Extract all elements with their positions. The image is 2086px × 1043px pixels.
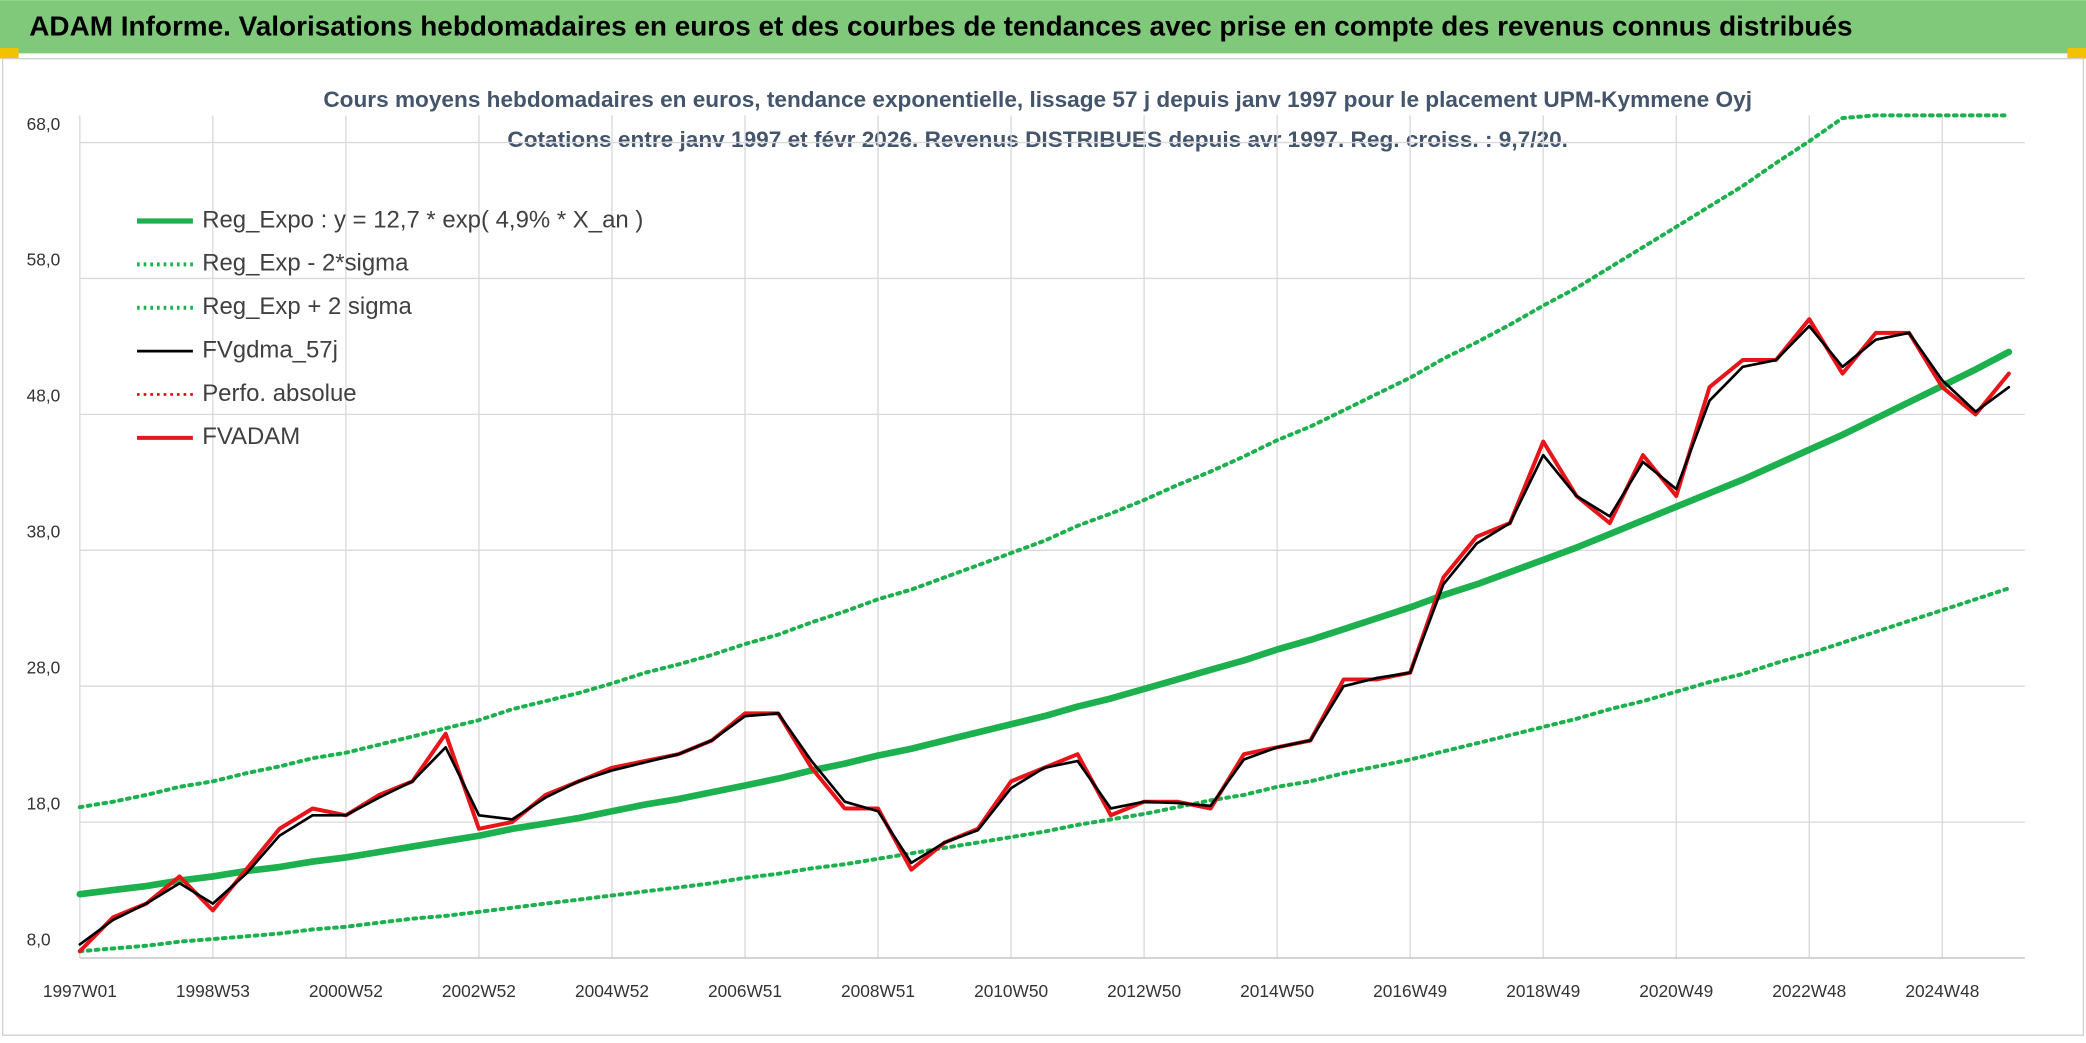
legend-label: Reg_Exp + 2 sigma	[202, 293, 412, 320]
x-tick-label: 2014W50	[1240, 981, 1314, 1001]
x-tick-label: 2022W48	[1772, 981, 1846, 1001]
series-line	[77, 113, 2011, 810]
x-tick-label: 2008W51	[841, 981, 915, 1001]
x-tick-label: 2024W48	[1905, 981, 1979, 1001]
x-tick-label: 2000W52	[309, 981, 383, 1001]
series-line	[77, 586, 2011, 954]
legend-label: Reg_Exp - 2*sigma	[202, 250, 409, 277]
y-tick-label: 68,0	[27, 114, 61, 134]
y-tick-label: 38,0	[27, 522, 61, 542]
corner	[0, 48, 19, 59]
x-tick-label: 2002W52	[442, 981, 516, 1001]
x-tick-label: 1997W01	[43, 981, 117, 1001]
x-tick-label: 2020W49	[1639, 981, 1713, 1001]
x-tick-label: 2006W51	[708, 981, 782, 1001]
y-tick-label: 58,0	[27, 250, 61, 270]
y-tick-label: 8,0	[27, 929, 51, 949]
chart-subtitle: Cotations entre janv 1997 et févr 2026. …	[507, 127, 1568, 152]
series-line	[76, 348, 2013, 898]
x-tick-label: 2010W50	[974, 981, 1048, 1001]
page-title: ADAM Informe. Valorisations hebdomadaire…	[29, 10, 1852, 41]
x-tick-label: 2016W49	[1373, 981, 1447, 1001]
frame	[1, 58, 2085, 1036]
chart-title: Cours moyens hebdomadaires en euros, ten…	[323, 87, 1752, 112]
legend-label: FVADAM	[202, 423, 300, 450]
title-bar	[0, 0, 2086, 54]
x-tick-label: 2004W52	[575, 981, 649, 1001]
x-tick-label: 2012W50	[1107, 981, 1181, 1001]
series-line	[78, 324, 2011, 946]
legend-label: FVgdma_57j	[202, 336, 338, 363]
corner	[2067, 48, 2086, 59]
y-tick-label: 48,0	[27, 386, 61, 406]
x-tick-label: 1998W53	[176, 981, 250, 1001]
x-tick-label: 2018W49	[1506, 981, 1580, 1001]
legend-label: Reg_Expo : y = 12,7 * exp( 4,9% * X_an )	[202, 206, 643, 233]
y-tick-label: 28,0	[27, 657, 61, 677]
legend-label: Perfo. absolue	[202, 380, 356, 407]
y-tick-label: 18,0	[27, 793, 61, 813]
